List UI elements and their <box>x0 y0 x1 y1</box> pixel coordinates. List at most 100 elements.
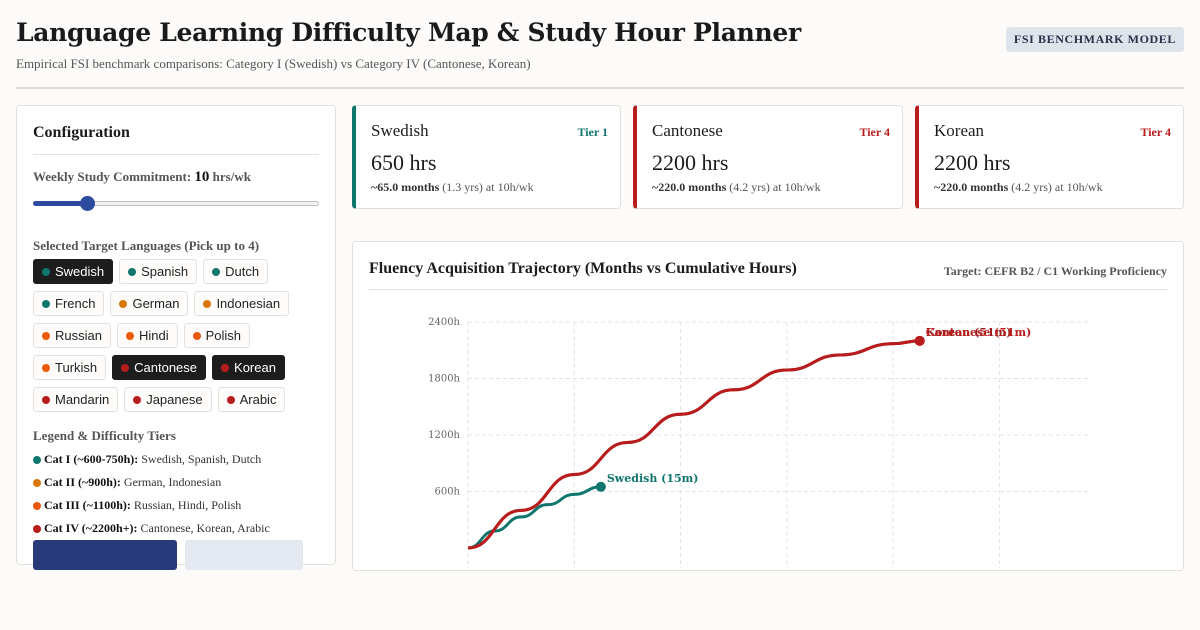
series-end-point-swedish <box>595 481 606 492</box>
stat-name: Cantonese <box>652 121 723 140</box>
legend-item: Cat III (~1100h): Russian, Hindi, Polish <box>33 498 319 513</box>
language-chip-polish[interactable]: Polish <box>183 323 251 348</box>
legend-category: Cat IV (~2200h+): <box>44 521 138 535</box>
language-chip-indonesian[interactable]: Indonesian <box>194 291 290 316</box>
y-tick-label: 1800h <box>428 374 460 385</box>
language-chip-turkish[interactable]: Turkish <box>33 355 107 380</box>
language-chip-mandarin[interactable]: Mandarin <box>33 387 119 412</box>
stat-months-value: ~65.0 months <box>371 180 440 194</box>
language-chip-label: Mandarin <box>55 392 110 407</box>
tier-dot-icon <box>192 331 201 340</box>
series-end-point-cantonese <box>914 335 925 346</box>
legend-languages: German, Indonesian <box>123 475 222 489</box>
tier-dot-icon <box>42 363 50 372</box>
tier-dot-icon <box>121 363 130 372</box>
language-chip-label: Dutch <box>225 264 260 279</box>
legend-item: Cat IV (~2200h+): Cantonese, Korean, Arab… <box>33 521 319 536</box>
chart-title: Fluency Acquisition Trajectory (Months v… <box>369 260 797 277</box>
stat-months: ~65.0 months (1.3 yrs) at 10h/wk <box>371 180 608 195</box>
language-chip-swedish[interactable]: Swedish <box>33 259 114 284</box>
language-chip-label: Japanese <box>146 392 203 407</box>
trajectory-chart: 600h 1200h 1800h 2400h Swedish (15m) Korean (… <box>428 317 1088 568</box>
legend-item: Cat I (~600-750h): Swedish, Spanish, Dutc… <box>33 452 319 467</box>
tier-dot-icon <box>42 395 50 404</box>
stat-tier: Tier 4 <box>1140 125 1171 139</box>
stat-card-korean: Korean Tier 4 2200 hrs ~220.0 months (4.… <box>915 105 1184 209</box>
language-chip-label: Korean <box>234 360 276 375</box>
language-chip-hindi[interactable]: Hindi <box>116 323 178 348</box>
tier-dot-icon <box>125 331 134 340</box>
y-tick-label: 600h <box>434 487 460 498</box>
commitment-value: 10 <box>194 169 210 185</box>
stat-hours: 650 hrs <box>371 150 437 175</box>
stat-months: ~220.0 months (4.2 yrs) at 10h/wk <box>652 180 890 195</box>
configuration-panel: Configuration Weekly Study Commitment: 1… <box>16 105 336 570</box>
language-chip-label: Arabic <box>239 392 277 407</box>
tier-dot-icon <box>42 267 50 276</box>
trajectory-chart-panel: Fluency Acquisition Trajectory (Months v… <box>352 241 1184 571</box>
commitment-unit: hrs/wk <box>212 169 251 184</box>
language-chips: Swedish Spanish Dutch French German Indonesia… <box>33 259 319 412</box>
tier-dot-icon <box>133 395 142 404</box>
tier-dot-icon <box>203 299 212 308</box>
stat-hours: 2200 hrs <box>652 150 729 175</box>
legend-item: Cat II (~900h): German, Indonesian <box>33 475 319 490</box>
legend-category: Cat II (~900h): <box>44 475 121 489</box>
action-buttons <box>33 540 303 570</box>
commitment-label: Weekly Study Commitment: <box>33 169 192 184</box>
legend-category: Cat I (~600-750h): <box>44 452 139 466</box>
language-chip-label: Russian <box>55 328 102 343</box>
stat-tier: Tier 4 <box>859 125 890 139</box>
language-chip-russian[interactable]: Russian <box>33 323 111 348</box>
tier-dot-icon <box>128 267 137 276</box>
series-end-label-swedish: Swedish (15m) <box>607 472 699 485</box>
language-chip-label: German <box>132 296 180 311</box>
legend-languages: Russian, Hindi, Polish <box>133 498 242 512</box>
page-subtitle: Empirical FSI benchmark comparisons: Cat… <box>16 56 531 71</box>
language-chip-label: Indonesian <box>216 296 281 311</box>
model-badge: FSI BENCHMARK MODEL <box>1005 27 1184 52</box>
configuration-title: Configuration <box>33 124 319 155</box>
language-chip-korean[interactable]: Korean <box>212 355 285 380</box>
language-chip-label: French <box>55 296 96 311</box>
language-chip-label: Hindi <box>138 328 169 343</box>
language-chip-cantonese[interactable]: Cantonese <box>112 355 207 380</box>
language-chip-label: Turkish <box>55 360 98 375</box>
legend-languages: Cantonese, Korean, Arabic <box>140 521 270 535</box>
language-chip-label: Cantonese <box>134 360 198 375</box>
slider-thumb[interactable] <box>80 196 96 211</box>
legend: Legend & Difficulty Tiers Cat I (~600-75… <box>33 428 319 536</box>
legend-title: Legend & Difficulty Tiers <box>33 428 176 443</box>
language-chip-german[interactable]: German <box>110 291 189 316</box>
stat-card-cantonese: Cantonese Tier 4 2200 hrs ~220.0 months … <box>633 105 903 209</box>
tier-dot-icon <box>221 363 230 372</box>
slider-fill <box>33 201 88 206</box>
y-tick-label: 1200h <box>428 430 460 441</box>
tier-dot-icon <box>33 455 41 464</box>
language-chip-arabic[interactable]: Arabic <box>217 387 286 412</box>
header-divider <box>16 87 1184 89</box>
primary-button[interactable] <box>33 540 177 570</box>
legend-category: Cat III (~1100h): <box>44 498 131 512</box>
language-chip-spanish[interactable]: Spanish <box>119 259 198 284</box>
language-chip-label: Swedish <box>55 264 105 279</box>
stat-years: (4.2 yrs) at 10h/wk <box>729 180 821 194</box>
tier-dot-icon <box>42 299 50 308</box>
chart-divider <box>369 289 1167 290</box>
stat-years: (4.2 yrs) at 10h/wk <box>1011 180 1103 194</box>
language-chip-dutch[interactable]: Dutch <box>203 259 269 284</box>
tier-dot-icon <box>212 267 221 276</box>
series-end-label-korean: Korean (51m) <box>926 326 1012 339</box>
stat-years: (1.3 yrs) at 10h/wk <box>442 180 534 194</box>
tier-dot-icon <box>33 524 41 533</box>
study-hours-slider[interactable] <box>33 196 319 211</box>
language-chip-french[interactable]: French <box>33 291 105 316</box>
tier-dot-icon <box>226 395 235 404</box>
chart-target: Target: CEFR B2 / C1 Working Proficiency <box>943 264 1167 278</box>
language-chip-japanese[interactable]: Japanese <box>124 387 212 412</box>
page-header: Language Learning Difficulty Map & Study… <box>16 18 1184 72</box>
languages-label: Selected Target Languages (Pick up to 4) <box>33 238 260 253</box>
tier-dot-icon <box>119 299 128 308</box>
language-chip-label: Spanish <box>141 264 189 279</box>
secondary-button[interactable] <box>185 540 303 570</box>
